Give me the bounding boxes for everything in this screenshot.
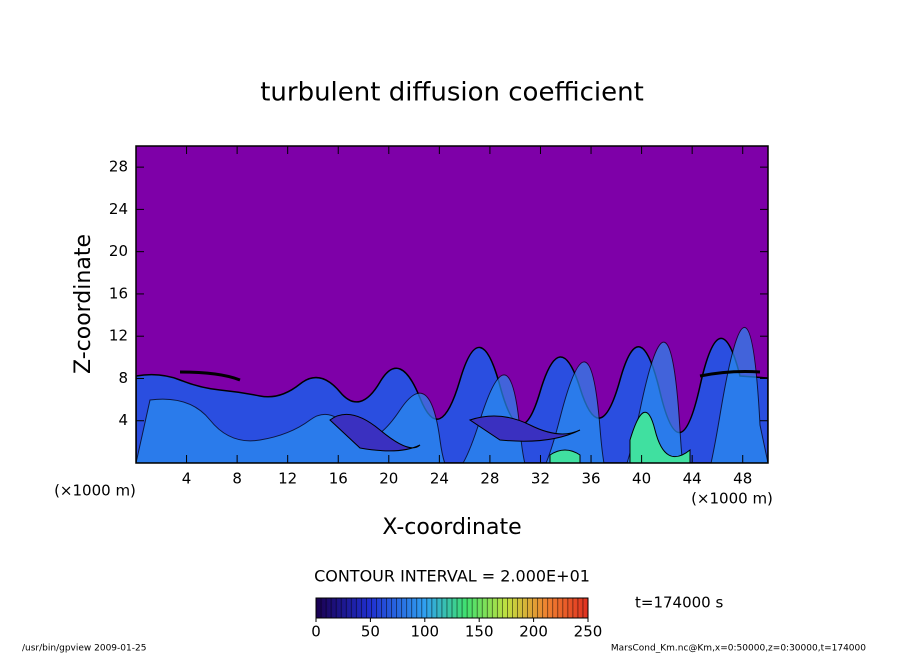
y-tick-label: 20: [109, 242, 128, 260]
time-label: t=174000 s: [635, 594, 723, 612]
plot-frame: [135, 145, 769, 464]
x-axis-label: X-coordinate: [382, 515, 521, 540]
x-tick-label: 36: [581, 470, 600, 488]
x-tick-label: 12: [278, 470, 297, 488]
y-tick-label: 28: [109, 158, 128, 176]
x-tick-label: 28: [480, 470, 499, 488]
x-tick-label: 48: [733, 470, 752, 488]
x-tick-label: 40: [632, 470, 651, 488]
y-tick-label: 4: [118, 411, 128, 429]
colorbar-stripes: [320, 598, 584, 618]
y-tick-label: 24: [109, 200, 128, 218]
x-tick-label: 16: [329, 470, 348, 488]
y-tick-label: 16: [109, 284, 128, 302]
y-tick-label: 12: [109, 327, 128, 345]
x-tick-label: 8: [232, 470, 242, 488]
y-tick-label: 8: [118, 369, 128, 387]
colorbar-tick-label: 50: [361, 623, 380, 641]
x-tick-label: 32: [531, 470, 550, 488]
x-tick-label: 4: [182, 470, 192, 488]
colorbar-tick-label: 200: [519, 623, 548, 641]
contour-interval: CONTOUR INTERVAL = 2.000E+01: [314, 567, 590, 586]
colorbar-tick-label: 250: [574, 623, 603, 641]
y-axis-label: Z-coordinate: [71, 234, 96, 374]
chart-title: turbulent diffusion coefficient: [260, 78, 644, 108]
x-tick-label: 44: [683, 470, 702, 488]
x-tick-label: 24: [430, 470, 449, 488]
footer-left: /usr/bin/gpview 2009-01-25: [22, 644, 146, 654]
x-unit: (×1000 m): [691, 490, 773, 508]
x-tick-label: 20: [379, 470, 398, 488]
footer-right: MarsCond_Km.nc@Km,x=0:50000,z=0:30000,t=…: [611, 644, 866, 654]
colorbar-tick-label: 0: [311, 623, 321, 641]
colorbar-tick-label: 100: [410, 623, 439, 641]
y-unit: (×1000 m): [54, 482, 136, 500]
contour-field: [136, 146, 768, 463]
colorbar-tick-label: 150: [465, 623, 494, 641]
